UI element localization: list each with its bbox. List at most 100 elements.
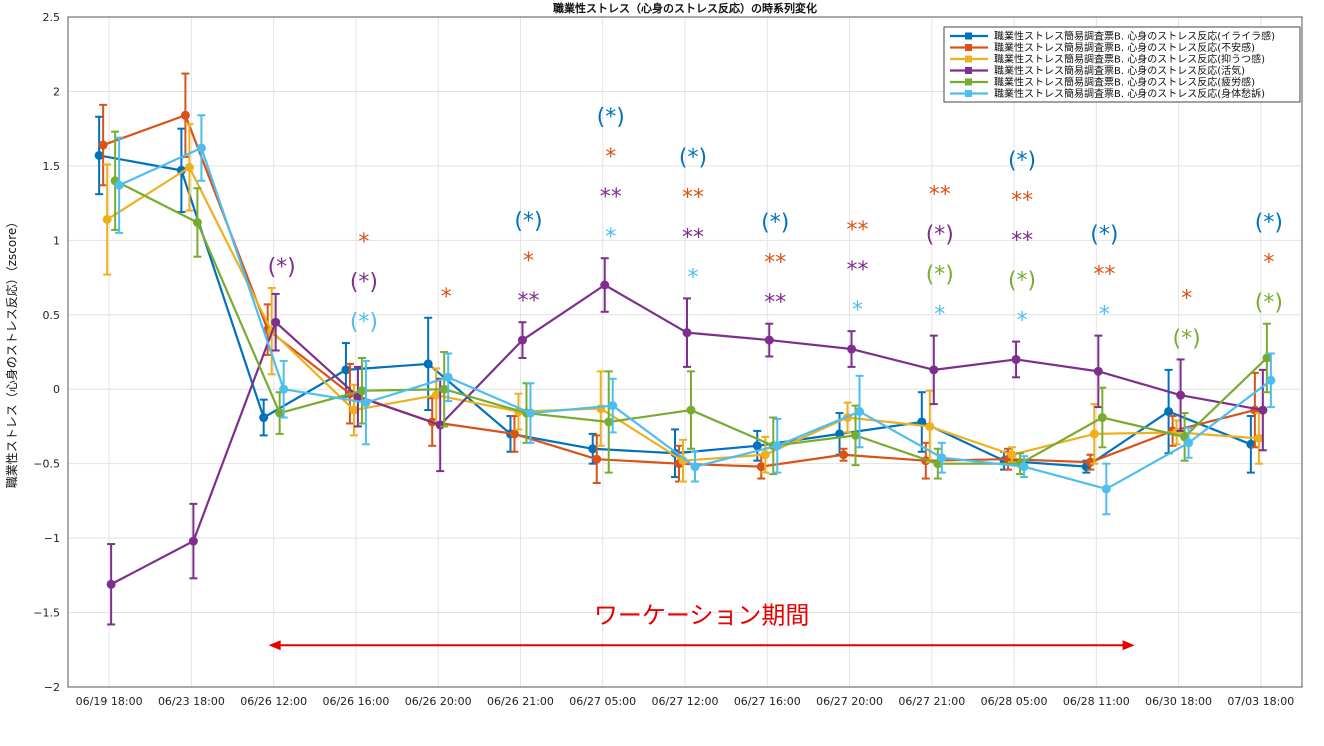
significance-marks: (*)(*)(*)** ***(*)****(*)*****(*)****(*)*…: [268, 105, 1283, 351]
significance-mark: **: [764, 291, 786, 316]
x-tick-label: 06/26 16:00: [322, 695, 389, 708]
data-point: [608, 401, 618, 411]
data-point: [1254, 433, 1264, 443]
significance-mark: **: [764, 251, 786, 276]
x-tick-label: 06/30 18:00: [1145, 695, 1212, 708]
significance-mark: *: [1181, 286, 1192, 311]
data-point: [184, 162, 194, 172]
significance-mark: **: [1011, 189, 1033, 214]
data-point: [192, 217, 202, 227]
significance-mark: **: [929, 183, 951, 208]
significance-mark: *: [605, 145, 616, 170]
data-point: [517, 335, 527, 345]
data-point: [772, 441, 782, 451]
legend-box: [943, 26, 1301, 103]
significance-mark: (*): [679, 145, 707, 170]
y-axis-label: 職業性ストレス（心身のストレス反応）（zscore）: [4, 216, 19, 489]
series-layer: [94, 72, 1276, 626]
data-point: [690, 462, 700, 472]
data-point: [760, 450, 770, 460]
data-point: [1184, 438, 1194, 448]
data-point: [682, 328, 692, 338]
data-point: [94, 150, 104, 160]
significance-mark: **: [682, 185, 704, 210]
series-0: [94, 115, 1256, 479]
x-tick-label: 07/03 18:00: [1227, 695, 1294, 708]
period-arrow-head-left: [268, 640, 281, 651]
x-tick-label: 06/28 11:00: [1063, 695, 1130, 708]
y-tick-label: 0.5: [43, 309, 61, 322]
significance-mark: *: [1017, 309, 1028, 334]
data-point: [925, 421, 935, 431]
x-tick-label: 06/27 16:00: [734, 695, 801, 708]
data-point: [764, 335, 774, 345]
legend-swatch-marker: [965, 90, 972, 97]
legend-swatch-marker: [965, 78, 972, 86]
significance-mark: (*): [350, 310, 378, 335]
data-point: [937, 453, 947, 463]
y-tick-label: 2: [53, 85, 60, 98]
data-point: [1097, 413, 1107, 423]
significance-mark: *: [1263, 251, 1274, 276]
data-point: [1011, 354, 1021, 364]
significance-mark: **: [847, 258, 869, 283]
legend-swatch-marker: [965, 44, 972, 51]
significance-mark: (*): [1255, 211, 1283, 236]
y-tick-label: −0.5: [33, 458, 60, 471]
significance-mark: *: [358, 230, 369, 255]
data-point: [752, 441, 762, 451]
significance-mark: **: [1011, 229, 1033, 254]
x-tick-label: 06/27 05:00: [569, 695, 636, 708]
data-point: [851, 430, 861, 440]
significance-mark: *: [523, 249, 534, 274]
data-point: [839, 450, 849, 460]
series-5: [114, 114, 1276, 516]
data-point: [102, 214, 112, 224]
significance-mark: **: [1093, 263, 1115, 288]
y-tick-label: 0: [53, 383, 60, 396]
data-point: [525, 408, 535, 418]
data-point: [1019, 462, 1029, 472]
period-arrow-head-right: [1122, 640, 1135, 651]
significance-mark: **: [600, 185, 622, 210]
significance-mark: *: [688, 265, 699, 290]
legend-entry: 職業性ストレス簡易調査票B. 心身のストレス反応(不安感): [994, 41, 1255, 54]
data-point: [1262, 353, 1272, 363]
significance-mark: (*): [1173, 326, 1201, 351]
x-tick-label: 06/26 12:00: [240, 695, 307, 708]
x-tick-label: 06/27 20:00: [816, 695, 883, 708]
significance-mark: (*): [926, 223, 954, 248]
data-point: [439, 384, 449, 394]
x-tick-label: 06/26 20:00: [405, 695, 472, 708]
data-point: [600, 280, 610, 290]
legend-swatch-marker: [965, 67, 972, 74]
chart-title: 職業性ストレス（心身のストレス反応）の時系列変化: [553, 1, 817, 15]
data-point: [588, 444, 598, 454]
data-point: [271, 317, 281, 327]
x-tick-label: 06/27 12:00: [652, 695, 719, 708]
data-point: [106, 579, 116, 589]
y-tick-label: 2.5: [43, 11, 61, 24]
data-point: [509, 429, 519, 439]
significance-mark: *: [441, 285, 452, 310]
x-tick-label: 06/19 18:00: [76, 695, 143, 708]
data-point: [1258, 405, 1268, 415]
data-point: [855, 407, 865, 417]
data-point: [1101, 484, 1111, 494]
significance-mark: (*): [1255, 291, 1283, 316]
y-axis-ticks: −2 −1.5 −1 −0.5 0 0.5 1 1.5 2 2.5: [33, 11, 60, 694]
legend-swatch-marker: [965, 55, 972, 63]
data-point: [275, 408, 285, 418]
data-point: [423, 359, 433, 369]
legend: 職業性ストレス簡易調査票B. 心身のストレス反応(イライラ感)職業性ストレス簡易…: [943, 26, 1301, 103]
data-point: [756, 462, 766, 472]
plot-area: [67, 16, 1303, 688]
data-point: [196, 143, 206, 153]
x-tick-label: 06/28 05:00: [981, 695, 1048, 708]
data-point: [1164, 407, 1174, 417]
x-tick-label: 06/23 18:00: [158, 695, 225, 708]
data-point: [98, 140, 108, 150]
significance-mark: (*): [926, 263, 954, 288]
data-point: [1007, 450, 1017, 460]
data-point: [1266, 375, 1276, 385]
